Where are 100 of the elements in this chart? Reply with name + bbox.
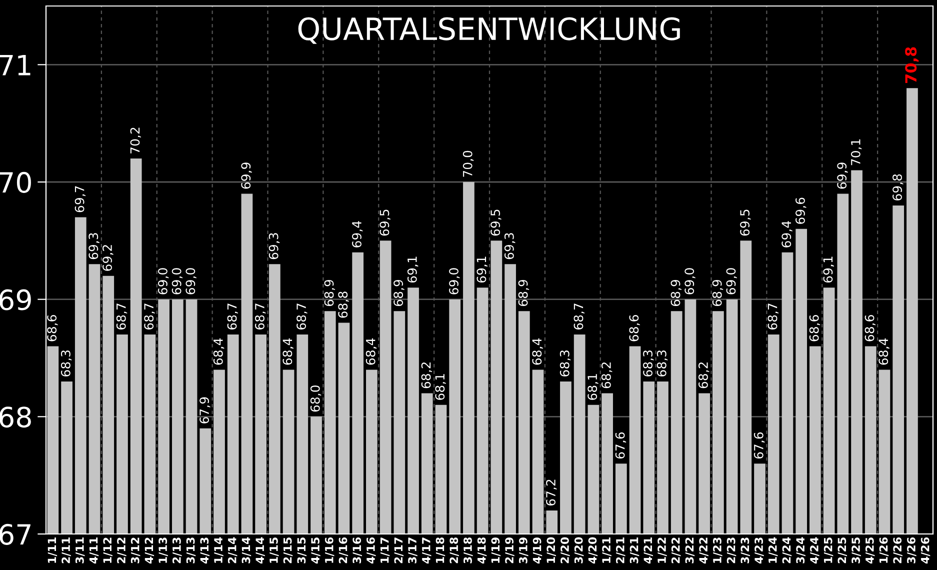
data-label: 69,4 — [352, 221, 363, 248]
data-label: 68,3 — [60, 350, 72, 376]
x-tick-label: 2/18 — [450, 537, 459, 564]
x-tick-label: 1/20 — [546, 537, 556, 563]
x-tick-label: 2/22 — [671, 538, 681, 564]
data-label: 68,9 — [670, 280, 682, 306]
data-label: 68,3 — [656, 350, 668, 376]
chart-title: QUARTALSENTWICKLUNG — [298, 17, 680, 44]
data-label: 68,1 — [435, 374, 446, 400]
data-label: 67,6 — [754, 432, 765, 459]
x-tick-label: 1/17 — [380, 538, 390, 563]
data-label: 67,2 — [546, 480, 557, 506]
data-label: 69,1 — [823, 256, 834, 283]
data-label: 69,3 — [504, 233, 516, 260]
data-label: 68,7 — [116, 304, 128, 330]
x-tick-label: 4/16 — [366, 537, 376, 564]
data-label: 68,4 — [878, 338, 890, 365]
data-label: 69,8 — [892, 174, 904, 200]
data-label: 68,9 — [518, 280, 530, 306]
x-tick-label: 2/19 — [505, 537, 514, 564]
x-tick-label: 1/12 — [103, 538, 112, 563]
data-label: 68,4 — [532, 338, 543, 365]
x-tick-label: 2/26 — [893, 537, 902, 564]
x-tick-label: 1/13 — [158, 538, 168, 563]
x-tick-label: 4/25 — [865, 538, 875, 564]
data-label: 68,2 — [421, 362, 432, 388]
x-tick-label: 3/14 — [242, 537, 252, 564]
data-label: 69,9 — [837, 162, 848, 189]
x-tick-label: 2/13 — [172, 538, 182, 564]
x-tick-label: 4/20 — [588, 537, 598, 564]
x-tick-label: 1/11 — [48, 538, 58, 563]
data-label: 70,1 — [850, 139, 862, 166]
x-tick-label: 2/21 — [616, 538, 626, 564]
x-tick-label: 2/16 — [338, 537, 348, 564]
data-label: 68,2 — [601, 362, 612, 388]
data-label: 68,8 — [338, 292, 349, 318]
data-label: 69,0 — [449, 268, 460, 294]
data-label: 69,9 — [241, 162, 252, 189]
x-tick-label: 4/11 — [89, 538, 99, 564]
data-label: 67,9 — [200, 397, 210, 424]
x-tick-label: 1/16 — [324, 537, 334, 563]
data-label: 69,0 — [684, 268, 696, 294]
x-tick-label: 1/23 — [713, 538, 722, 563]
x-tick-label: 3/25 — [852, 538, 861, 564]
x-tick-label: 4/12 — [144, 538, 154, 564]
data-label: 70,2 — [130, 128, 141, 154]
x-tick-label: 2/25 — [838, 538, 848, 564]
x-tick-label: 3/16 — [352, 537, 362, 564]
data-label: 69,2 — [102, 245, 114, 271]
x-tick-label: 2/12 — [117, 538, 126, 564]
x-tick-label: 4/13 — [200, 538, 210, 564]
data-label: 68,7 — [574, 304, 584, 330]
x-tick-label: 4/14 — [256, 537, 265, 564]
data-label: 68,7 — [144, 304, 155, 330]
data-label: 68,7 — [296, 304, 308, 330]
data-label: 69,1 — [407, 256, 418, 283]
data-label: 69,3 — [88, 233, 100, 260]
y-tick-label: 71 — [0, 54, 30, 76]
x-tick-label: 4/18 — [477, 537, 487, 564]
x-tick-label: 3/21 — [630, 538, 640, 564]
data-label: 68,7 — [227, 304, 238, 330]
x-tick-label: 3/13 — [186, 538, 196, 564]
x-tick-label: 4/24 — [810, 537, 820, 564]
x-tick-label: 1/14 — [214, 537, 224, 563]
x-tick-label: 3/15 — [297, 538, 306, 564]
x-tick-label: 3/19 — [518, 537, 528, 564]
x-tick-label: 1/22 — [658, 538, 667, 563]
data-label: 68,9 — [712, 280, 724, 306]
data-label: 68,0 — [310, 386, 322, 412]
data-label: 69,5 — [740, 210, 751, 236]
data-label: 68,3 — [643, 350, 654, 376]
x-tick-label: 1/25 — [824, 538, 834, 563]
data-label: 68,4 — [213, 338, 224, 365]
data-label: 68,6 — [864, 315, 876, 342]
x-tick-label: 2/24 — [782, 537, 792, 564]
data-label: 68,6 — [629, 315, 640, 342]
data-label: 70,0 — [462, 150, 474, 177]
data-label: 69,1 — [476, 256, 488, 283]
y-tick-label: 70 — [0, 172, 31, 193]
x-tick-label: 2/15 — [283, 538, 293, 564]
data-label: 69,3 — [268, 233, 280, 260]
data-label: 68,3 — [560, 350, 571, 376]
x-tick-label: 1/21 — [602, 538, 612, 563]
x-tick-label: 4/22 — [699, 538, 708, 564]
x-tick-label: 4/23 — [754, 538, 764, 564]
x-tick-label: 4/19 — [532, 537, 542, 564]
x-tick-label: 1/18 — [436, 537, 446, 563]
data-label: 69,0 — [158, 268, 169, 294]
annotation: 70,8 — [905, 47, 919, 83]
data-label: 68,6 — [47, 315, 58, 342]
x-tick-label: 1/26 — [879, 537, 889, 563]
data-label: 69,0 — [726, 268, 737, 294]
data-label: 68,9 — [324, 280, 336, 306]
x-tick-label: 3/23 — [740, 538, 750, 564]
x-tick-label: 3/24 — [796, 537, 806, 564]
x-tick-label: 3/22 — [685, 538, 695, 564]
x-tick-label: 3/20 — [574, 537, 584, 564]
data-label: 68,4 — [366, 338, 377, 365]
data-label: 69,5 — [380, 210, 390, 236]
data-label: 69,7 — [74, 186, 86, 212]
